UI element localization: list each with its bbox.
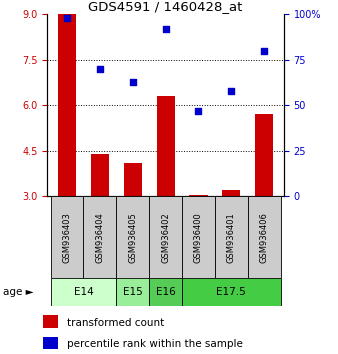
Bar	[58, 14, 76, 196]
Bar	[182, 278, 281, 306]
Bar	[182, 196, 215, 278]
Text: E17.5: E17.5	[216, 287, 246, 297]
Point	[262, 48, 267, 53]
Bar	[91, 154, 109, 196]
Bar	[149, 278, 182, 306]
Bar	[43, 315, 57, 328]
Point	[64, 15, 70, 21]
Point	[130, 79, 136, 85]
Bar	[116, 196, 149, 278]
Text: GSM936401: GSM936401	[227, 212, 236, 263]
Point	[196, 108, 201, 114]
Point	[163, 26, 168, 32]
Bar	[215, 196, 248, 278]
Text: age ►: age ►	[3, 287, 34, 297]
Bar	[83, 196, 116, 278]
Text: GSM936400: GSM936400	[194, 212, 203, 263]
Title: GDS4591 / 1460428_at: GDS4591 / 1460428_at	[89, 0, 243, 13]
Text: E14: E14	[74, 287, 93, 297]
Bar	[43, 337, 57, 349]
Bar	[124, 163, 142, 196]
Text: transformed count: transformed count	[67, 318, 164, 328]
Bar	[222, 190, 240, 196]
Bar	[189, 195, 208, 196]
Bar	[248, 196, 281, 278]
Text: percentile rank within the sample: percentile rank within the sample	[67, 339, 242, 349]
Bar	[116, 278, 149, 306]
Text: GSM936402: GSM936402	[161, 212, 170, 263]
Text: E16: E16	[156, 287, 175, 297]
Bar	[51, 278, 116, 306]
Bar	[156, 96, 175, 196]
Point	[97, 66, 103, 72]
Bar	[51, 196, 83, 278]
Text: E15: E15	[123, 287, 143, 297]
Text: GSM936406: GSM936406	[260, 212, 269, 263]
Text: GSM936403: GSM936403	[63, 212, 72, 263]
Point	[228, 88, 234, 93]
Bar	[149, 196, 182, 278]
Bar	[255, 114, 273, 196]
Text: GSM936404: GSM936404	[95, 212, 104, 263]
Text: GSM936405: GSM936405	[128, 212, 137, 263]
